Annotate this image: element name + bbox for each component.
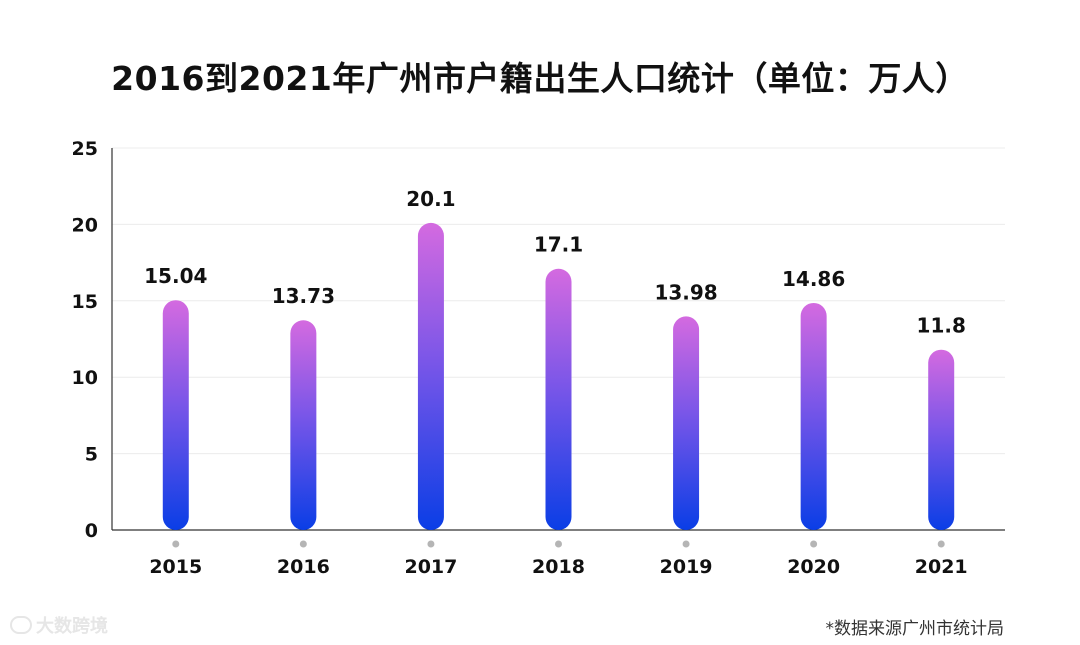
bar-2017 [417,222,444,530]
value-label: 13.98 [654,280,717,304]
x-tick-label: 2017 [404,556,457,578]
x-tick-label: 2021 [915,556,968,578]
value-label: 20.1 [406,187,455,211]
x-tick-dot [427,540,435,548]
value-label: 17.1 [534,233,583,257]
value-label: 13.73 [272,284,335,308]
y-tick-label: 5 [85,444,98,466]
value-labels: 15.04 13.73 20.1 17.1 13.98 14.86 11.8 [144,187,966,338]
bar-2018 [545,268,572,530]
x-tick-label: 2016 [277,556,330,578]
value-label: 15.04 [144,264,207,288]
x-tick-label: 2015 [149,556,202,578]
bar-2016 [290,320,317,530]
y-tick-label: 10 [72,367,98,389]
x-tick-labels: 2015 2016 2017 2018 2019 2020 2021 [149,540,968,578]
value-label: 14.86 [782,267,845,291]
bar-2020 [800,302,827,530]
x-tick-dot [555,540,562,548]
x-tick-label: 2018 [532,556,585,578]
watermark-logo-icon [10,616,32,634]
y-tick-label: 0 [85,520,98,542]
x-tick-dot [172,540,180,548]
chart-title: 2016到2021年广州市户籍出生人口统计（单位：万人） [111,59,969,98]
watermark: 大数跨境 [10,612,108,638]
value-label: 11.8 [917,314,966,338]
watermark-text: 大数跨境 [36,616,108,637]
y-tick-labels: 0 5 10 15 20 25 [72,138,98,542]
y-tick-label: 20 [72,214,98,236]
x-tick-dot [937,540,945,548]
bar-2021 [928,349,955,530]
y-tick-label: 25 [72,138,98,160]
x-tick-label: 2019 [660,556,713,578]
x-tick-dot [682,540,690,548]
x-tick-dot [810,540,818,548]
bar-2015 [162,300,189,530]
bar-2019 [673,316,700,530]
x-tick-dot [299,540,307,548]
y-tick-label: 15 [72,291,98,313]
source-note: *数据来源广州市统计局 [825,619,1005,639]
bars [162,222,955,530]
x-tick-label: 2020 [787,556,840,578]
